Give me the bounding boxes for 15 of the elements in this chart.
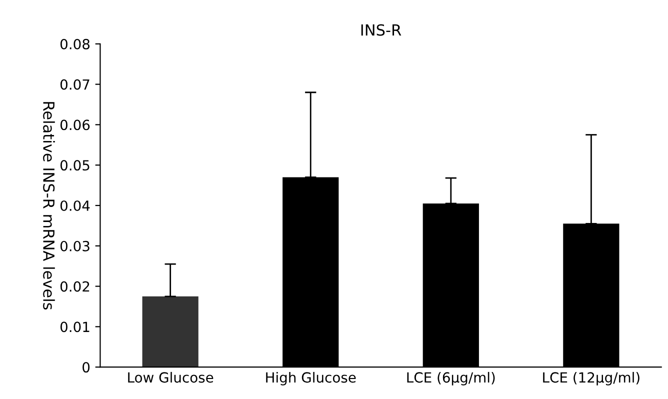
y-tick-label: 0.04	[60, 200, 90, 211]
y-tick-label: 0.07	[60, 79, 90, 90]
y-tick-label: 0.01	[60, 322, 90, 332]
x-tick-label: Low Glucose	[128, 372, 214, 383]
x-tick-label: LCE (6μg/ml)	[407, 372, 495, 386]
y-tick-label: 0.03	[60, 240, 90, 252]
y-tick-label: 0.08	[60, 38, 90, 50]
x-tick-label: LCE (12μg/ml)	[543, 372, 640, 386]
y-tick-label: 0.06	[60, 120, 90, 130]
y-tick-label: 0.02	[60, 281, 90, 292]
y-tick-label: 0	[82, 362, 90, 373]
y-axis-title: Relative INS-R mRNA levels	[43, 102, 55, 310]
x-tick-label: High Glucose	[266, 372, 356, 386]
y-tick-label: 0.05	[60, 160, 90, 171]
chart-title: INS-R	[361, 24, 402, 36]
